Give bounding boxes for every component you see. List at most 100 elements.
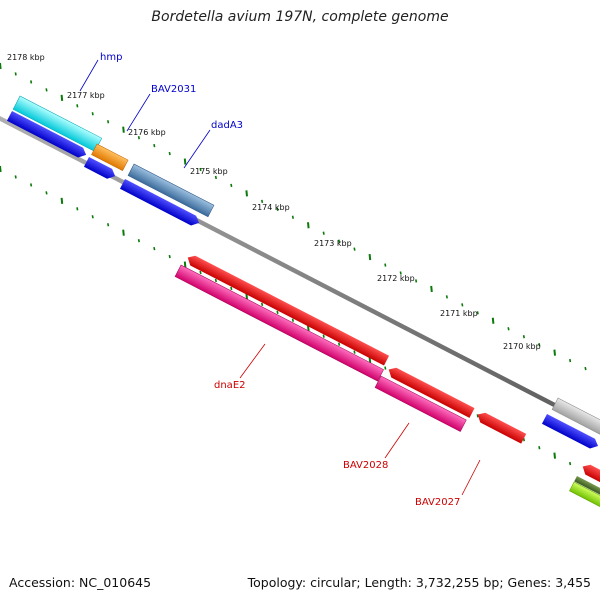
tick-mark <box>245 190 248 197</box>
tick-mark <box>276 310 279 314</box>
tick-mark <box>291 318 294 322</box>
tick-mark <box>553 452 556 459</box>
tick-label: 2173 kbp <box>314 239 352 248</box>
tick-mark <box>168 254 171 259</box>
tick-label: 2177 kbp <box>67 91 105 100</box>
tick-mark <box>76 207 79 211</box>
tick-mark <box>384 263 387 267</box>
tick-mark <box>368 253 372 261</box>
tick-mark <box>153 246 156 251</box>
gene-bav2028-cds[interactable] <box>386 365 475 418</box>
tick-mark <box>137 135 140 140</box>
tick-mark <box>122 229 125 236</box>
tick-mark <box>507 327 510 331</box>
tick-mark <box>60 94 64 101</box>
tick-mark <box>91 215 94 219</box>
tick-mark <box>91 112 94 116</box>
gene-label-bav2028[interactable]: BAV2028 <box>343 460 388 471</box>
tick-mark <box>107 223 110 227</box>
outer-tick-track <box>0 62 587 371</box>
tick-mark <box>261 199 264 204</box>
gene-label-bav2031[interactable]: BAV2031 <box>151 84 196 95</box>
tick-mark <box>30 80 33 84</box>
tick-label: 2172 kbp <box>377 274 415 283</box>
tick-mark <box>522 335 525 339</box>
tick-label: 2178 kbp <box>7 53 45 62</box>
tick-mark <box>476 414 479 418</box>
tick-mark <box>14 175 17 179</box>
tick-mark <box>353 350 356 354</box>
tick-mark <box>214 175 217 180</box>
gene-partial-blue-cds[interactable] <box>541 414 600 451</box>
tick-mark <box>338 239 341 243</box>
gene-partial-olive[interactable] <box>574 476 600 500</box>
gene-bav2031[interactable] <box>91 143 129 172</box>
tick-mark <box>0 62 2 70</box>
tick-mark <box>399 271 402 275</box>
tick-mark <box>476 311 479 315</box>
tick-mark <box>322 334 325 338</box>
tick-mark <box>230 183 233 188</box>
gene-label-dada3[interactable]: dadA3 <box>211 120 243 131</box>
gene-bav2031-cds[interactable] <box>83 157 117 181</box>
tick-mark <box>584 366 587 371</box>
tick-mark <box>199 270 202 275</box>
tick-mark <box>291 215 294 219</box>
tick-mark <box>491 317 495 324</box>
label-leaders <box>79 59 481 496</box>
tick-label: 2174 kbp <box>252 203 290 212</box>
tick-mark <box>338 342 341 346</box>
tick-mark <box>153 143 156 148</box>
tick-mark <box>0 165 2 173</box>
tick-mark <box>307 222 310 229</box>
gene-hmp-cds[interactable] <box>6 111 88 160</box>
gene-partial-red-cds[interactable] <box>580 462 600 491</box>
tick-mark <box>553 349 556 356</box>
tick-mark <box>445 295 448 299</box>
gene-dada3-cds[interactable] <box>119 179 201 228</box>
tick-mark <box>60 197 64 204</box>
gene-partial-grey[interactable] <box>551 397 600 438</box>
tick-labels: 2178 kbp 2177 kbp 2176 kbp 2175 kbp 2174… <box>7 53 541 351</box>
tick-label: 2175 kbp <box>190 167 228 176</box>
tick-mark <box>230 286 233 291</box>
tick-mark <box>199 167 202 172</box>
tick-mark <box>261 302 264 307</box>
accession-text: Accession: NC_010645 <box>9 575 152 590</box>
gene-bav2028[interactable] <box>374 375 467 432</box>
tick-mark <box>538 446 541 450</box>
genome-summary-text: Topology: circular; Length: 3,732,255 bp… <box>247 575 591 590</box>
gene-label-hmp[interactable]: hmp <box>100 52 122 63</box>
gene-dada3[interactable] <box>127 163 215 218</box>
tick-mark <box>214 278 217 283</box>
tick-mark <box>122 126 125 133</box>
tick-mark <box>14 72 17 76</box>
map-title: Bordetella avium 197N, complete genome <box>151 9 449 25</box>
gene-label-bav2027[interactable]: BAV2027 <box>415 497 460 508</box>
tick-mark <box>569 461 572 466</box>
tick-mark <box>168 151 171 156</box>
gene-dnae2[interactable] <box>174 264 384 382</box>
tick-mark <box>415 279 418 283</box>
gene-dnae2-cds[interactable] <box>185 253 390 366</box>
tick-mark <box>430 285 433 293</box>
tick-mark <box>183 158 187 165</box>
tick-mark <box>353 247 356 251</box>
tick-mark <box>276 207 279 211</box>
tick-mark <box>137 238 140 243</box>
tick-label: 2176 kbp <box>128 128 166 137</box>
gene-label-dnae2[interactable]: dnaE2 <box>214 380 246 391</box>
tick-mark <box>30 183 33 187</box>
tick-mark <box>45 88 48 92</box>
tick-label: 2171 kbp <box>440 309 478 318</box>
tick-label: 2170 kbp <box>503 342 541 351</box>
gene-bav2027-cds[interactable] <box>475 410 527 444</box>
tick-mark <box>76 104 79 108</box>
tick-mark <box>45 191 48 195</box>
tick-mark <box>322 231 325 235</box>
tick-mark <box>183 261 187 268</box>
tick-mark <box>538 343 541 347</box>
gene-labels: hmp BAV2031 dadA3 dnaE2 BAV2028 BAV2027 <box>100 52 460 508</box>
tick-mark <box>461 303 464 307</box>
